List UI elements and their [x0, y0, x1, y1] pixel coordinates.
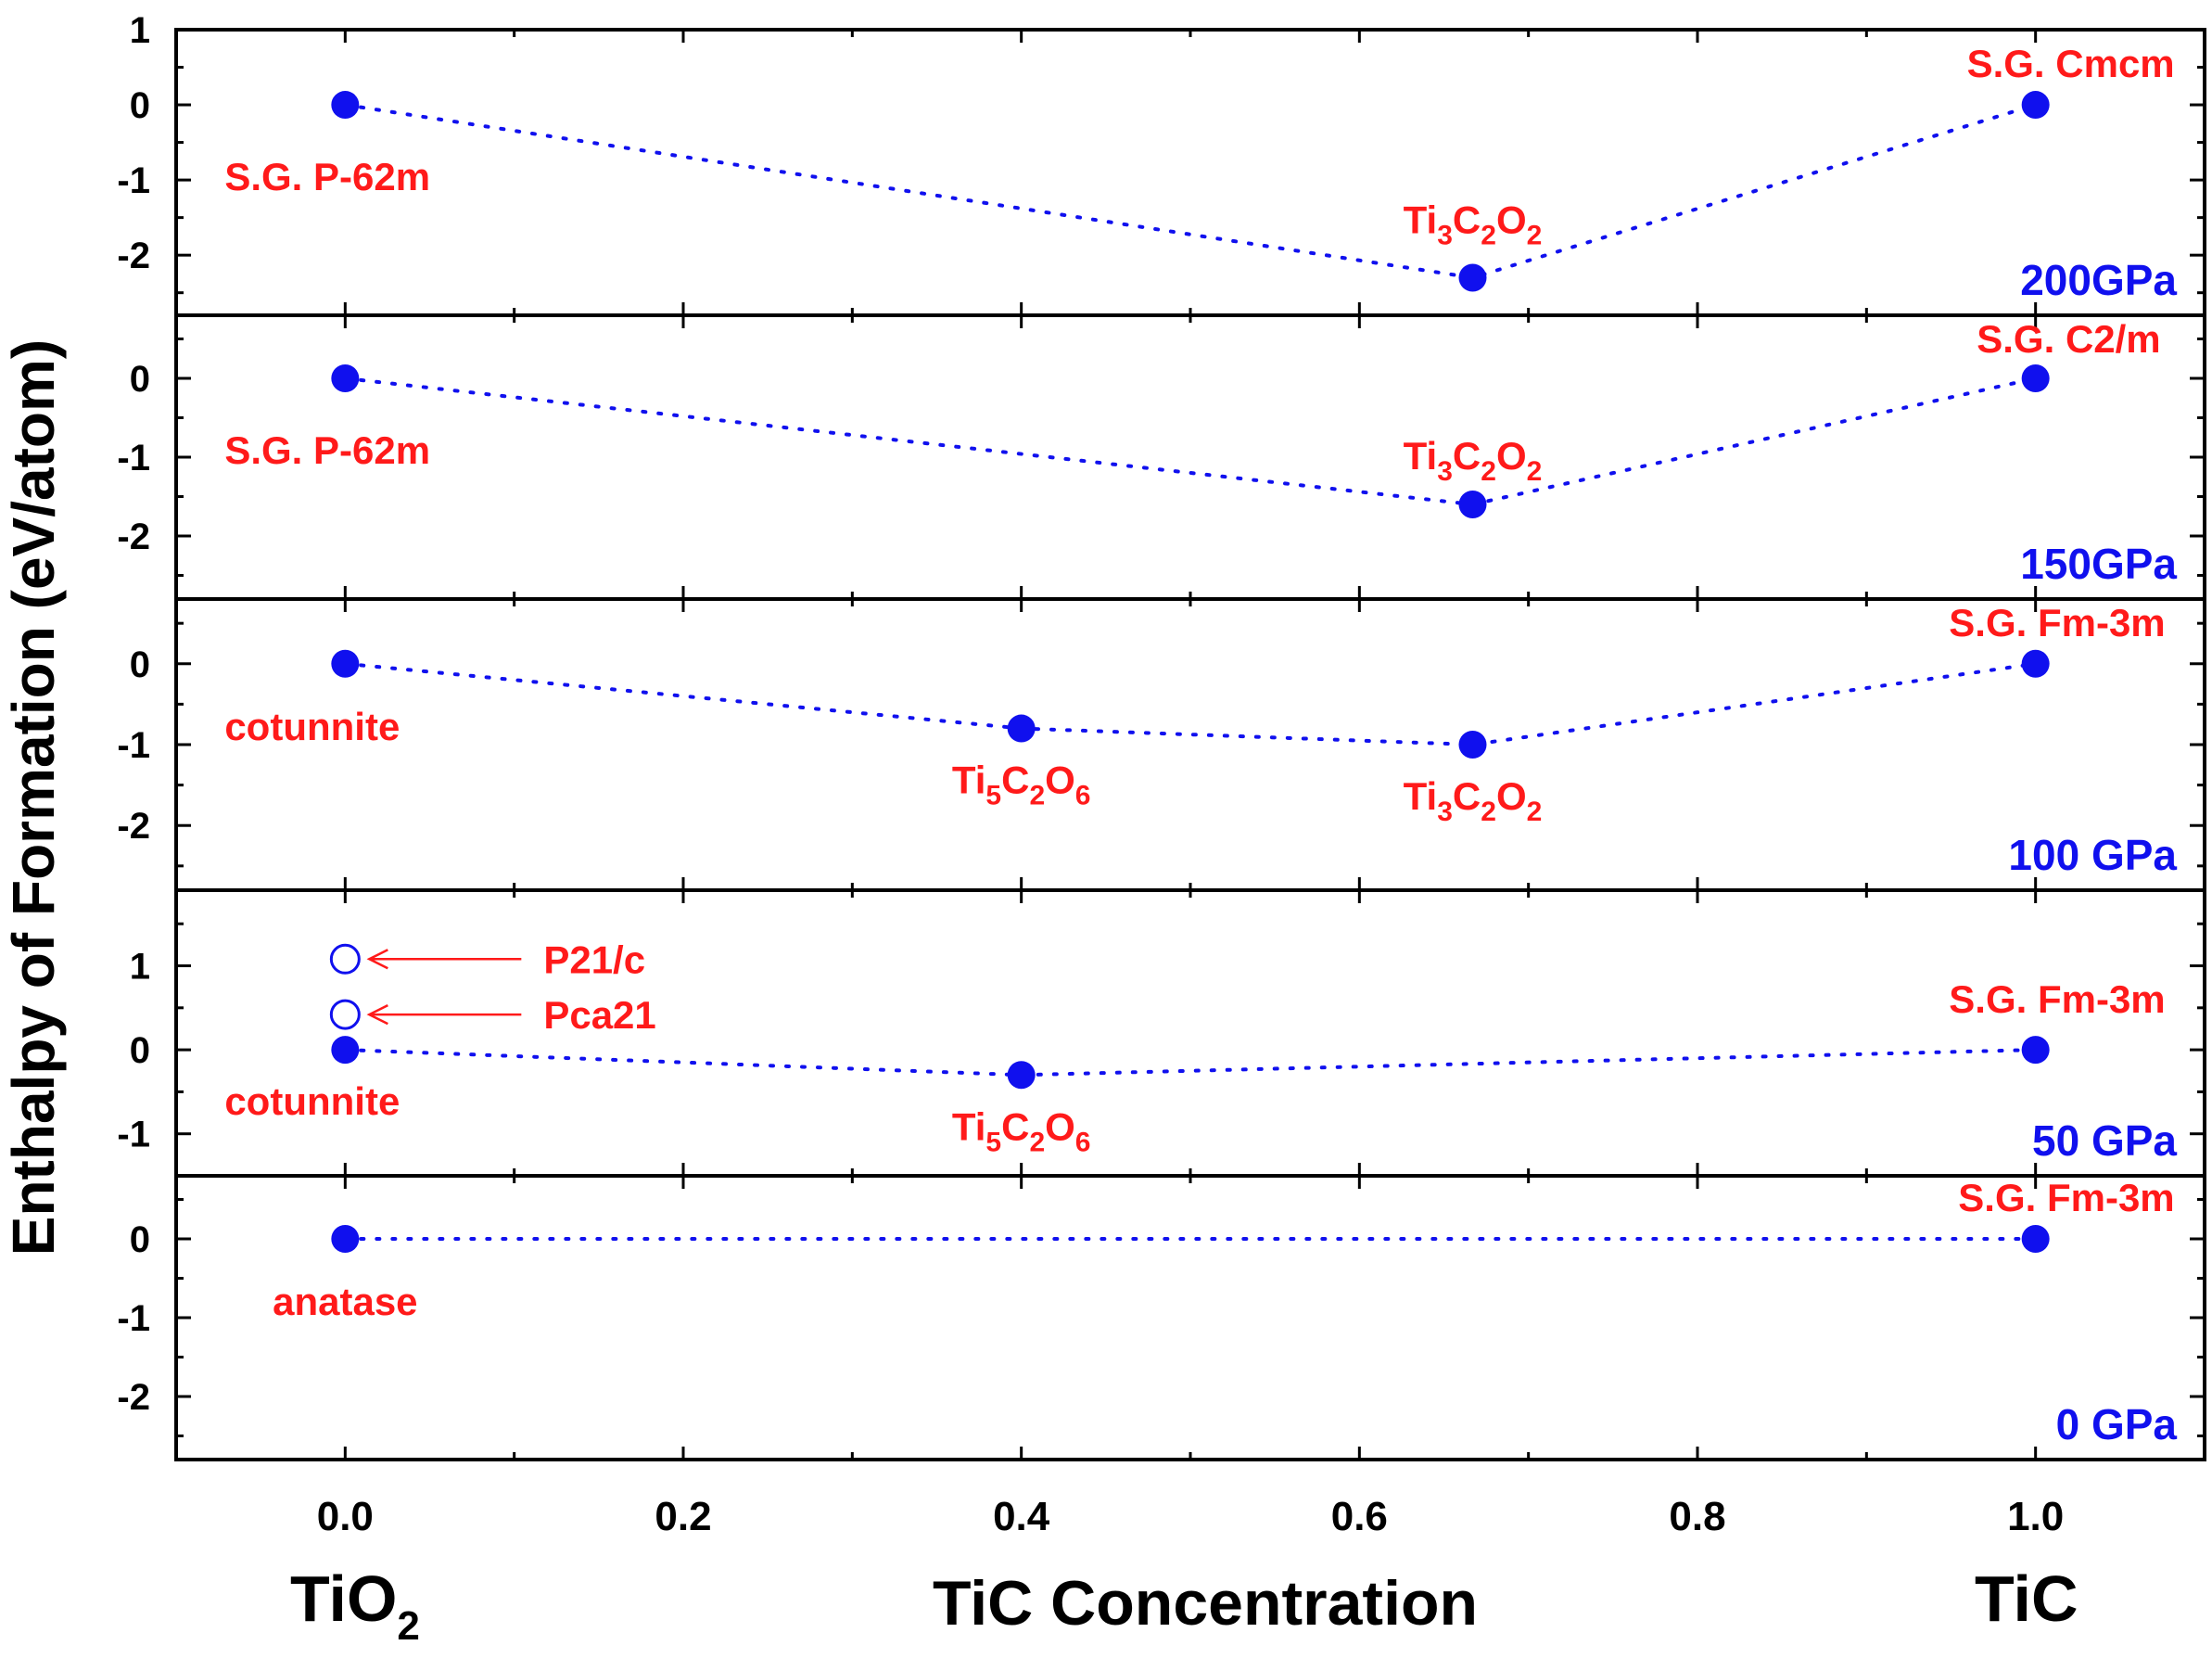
point-label: S.G. Fm-3m	[1958, 1176, 2174, 1219]
panel-0gpa: 0 -1 -2 anatase S.G. Fm-3m 0 GPa	[117, 1174, 2206, 1461]
point-label: S.G. P-62m	[224, 155, 430, 198]
panel-frame	[174, 1174, 2206, 1461]
y-tick-label: 1	[130, 10, 150, 51]
y-tick-label: -1	[117, 438, 150, 478]
point-label: Ti3C2O2	[1404, 198, 1543, 250]
panel-frame	[174, 888, 2206, 1178]
point-label: S.G. Fm-3m	[1949, 601, 2165, 644]
data-point	[2021, 1225, 2050, 1253]
pressure-label: 50 GPa	[2032, 1116, 2177, 1165]
open-data-point	[329, 943, 361, 975]
data-point	[331, 364, 360, 392]
open-point-label: Pca21	[543, 993, 655, 1037]
x-tick-label: 0.0	[317, 1494, 374, 1539]
y-tick-label: 0	[130, 644, 150, 685]
pressure-label: 150GPa	[2020, 540, 2177, 588]
x-tick-label: 0.2	[655, 1494, 711, 1539]
open-point-label: P21/c	[543, 937, 645, 981]
y-tick-label: 0	[130, 1030, 150, 1071]
data-point	[331, 91, 360, 120]
pressure-label: 200GPa	[2020, 256, 2177, 304]
pressure-label: 100 GPa	[2008, 831, 2177, 879]
point-label: Ti3C2O2	[1404, 434, 1543, 487]
point-label: S.G. Fm-3m	[1949, 977, 2165, 1021]
data-point	[331, 649, 360, 678]
point-label: S.G. Cmcm	[1967, 42, 2175, 85]
y-tick-label: -1	[117, 1115, 150, 1155]
panel-150gpa: 0 -1 -2 S.G. P-62m Ti3C2O2 S.G. C2/m 150GPa	[117, 313, 2206, 601]
x-end-label-left: TiO2	[290, 1562, 420, 1649]
y-tick-label: -2	[117, 236, 150, 276]
x-end-label-right: TiC	[1975, 1562, 2079, 1635]
point-label: Ti5C2O6	[952, 759, 1091, 811]
x-axis-label: TiC Concentration	[933, 1568, 1478, 1639]
point-label: S.G. C2/m	[1977, 317, 2160, 361]
point-label: cotunnite	[224, 705, 400, 748]
panel-frame	[174, 313, 2206, 601]
y-tick-label: -2	[117, 517, 150, 557]
data-point	[1458, 263, 1487, 292]
y-tick-label: 0	[130, 85, 150, 126]
hull-line	[343, 1048, 2038, 1078]
hull-line	[343, 103, 2038, 280]
y-tick-label: -1	[117, 725, 150, 766]
open-data-point	[329, 999, 361, 1030]
data-point	[331, 1036, 360, 1065]
data-point	[2021, 649, 2050, 678]
data-point	[1458, 491, 1487, 518]
x-tick-label: 0.6	[1331, 1494, 1388, 1539]
pressure-label: 0 GPa	[2056, 1400, 2178, 1448]
point-label: anatase	[273, 1280, 417, 1323]
y-tick-label: 1	[130, 947, 150, 988]
y-tick-label: -2	[117, 806, 150, 847]
y-tick-label: -2	[117, 1377, 150, 1418]
data-point	[1007, 714, 1036, 743]
y-tick-label: 0	[130, 359, 150, 400]
panel-frame	[174, 597, 2206, 892]
y-tick-label: -1	[117, 1298, 150, 1339]
panel-50gpa: 1 0 -1 cotunnite Ti5C2O6 S.G. Fm-3m P21/c Pca21…	[117, 888, 2206, 1178]
data-point	[2021, 1036, 2050, 1065]
point-label: Ti3C2O2	[1404, 774, 1543, 827]
arrow-head	[366, 1003, 388, 1026]
panel-100gpa: 0 -1 -2 cotunnite Ti5C2O6 Ti3C2O2 S.G. Fm-3m 10…	[117, 597, 2206, 892]
panel-frame	[174, 28, 2206, 317]
data-point	[331, 1225, 360, 1253]
panel-200gpa: 1 0 -1 -2 S.G. P-62m Ti3C2O2 S.G. Cmcm 200GPa	[117, 10, 2206, 317]
x-tick-label: 0.8	[1669, 1494, 1725, 1539]
y-tick-label: -1	[117, 160, 150, 201]
data-point	[2021, 91, 2050, 120]
data-point	[1458, 731, 1487, 759]
hull-line	[343, 661, 2038, 747]
y-tick-label: 0	[130, 1219, 150, 1260]
arrow-head	[366, 949, 388, 970]
point-label: cotunnite	[224, 1079, 400, 1123]
data-point	[2021, 364, 2050, 392]
x-tick-label: 1.0	[2007, 1494, 2064, 1539]
data-point	[1007, 1061, 1036, 1090]
hull-line	[343, 376, 2038, 507]
point-label: Ti5C2O6	[952, 1104, 1091, 1157]
y-axis-label: Enthalpy of Formation (eV/atom)	[0, 339, 67, 1256]
x-tick-label: 0.4	[993, 1494, 1050, 1539]
point-label: S.G. P-62m	[224, 428, 430, 472]
